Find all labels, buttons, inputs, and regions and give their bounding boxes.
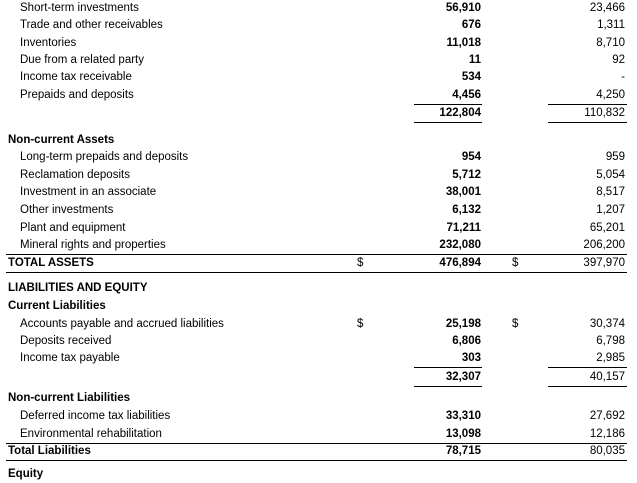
current-year-amount: 11 — [468, 54, 481, 66]
underline — [414, 367, 482, 368]
line-item-label: Due from a related party — [20, 54, 145, 66]
prior-year-amount: 27,692 — [589, 410, 625, 422]
line-item-label: Plant and equipment — [20, 222, 126, 234]
current-year-amount: 6,806 — [452, 335, 481, 347]
line-item-label: Income tax receivable — [20, 71, 132, 83]
underline — [6, 443, 627, 444]
underline — [548, 122, 627, 123]
section-heading: Non-current Assets — [8, 134, 115, 146]
line-item-label: Deposits received — [20, 335, 112, 347]
prior-year-amount: 92 — [612, 54, 625, 66]
current-year-amount: 32,307 — [445, 371, 481, 383]
prior-year-amount: 23,466 — [589, 2, 625, 14]
prior-year-amount: 30,374 — [589, 318, 625, 330]
currency-sign: $ — [357, 257, 364, 269]
current-year-amount: 954 — [461, 151, 481, 163]
underline — [414, 122, 482, 123]
prior-year-amount: 110,832 — [584, 107, 625, 119]
section-heading: Current Liabilities — [8, 300, 106, 312]
prior-year-amount: 1,311 — [597, 19, 625, 31]
line-item-label: Deferred income tax liabilities — [20, 410, 171, 422]
current-year-amount: 33,310 — [445, 410, 481, 422]
line-item-label: Income tax payable — [20, 352, 120, 364]
prior-year-amount: 397,970 — [583, 257, 625, 269]
line-item-label: Environmental rehabilitation — [20, 428, 162, 440]
section-heading: LIABILITIES AND EQUITY — [8, 282, 148, 294]
currency-sign: $ — [512, 257, 519, 269]
prior-year-amount: 80,035 — [589, 445, 625, 457]
prior-year-amount: 2,985 — [596, 352, 625, 364]
currency-sign: $ — [357, 318, 364, 330]
prior-year-amount: 206,200 — [583, 239, 625, 251]
line-item-label: Short-term investments — [20, 2, 139, 14]
line-item-label: Trade and other receivables — [20, 19, 163, 31]
current-year-amount: 4,456 — [452, 89, 481, 101]
line-item-label: Long-term prepaids and deposits — [20, 151, 189, 163]
underline — [6, 460, 627, 461]
current-year-amount: 56,910 — [445, 2, 481, 14]
current-year-amount: 38,001 — [445, 186, 481, 198]
current-year-amount: 25,198 — [445, 318, 481, 330]
line-item-label: Mineral rights and properties — [20, 239, 166, 251]
current-year-amount: 676 — [461, 19, 481, 31]
current-year-amount: 303 — [461, 352, 481, 364]
section-heading: Non-current Liabilities — [8, 392, 131, 404]
prior-year-amount: 8,517 — [596, 186, 625, 198]
prior-year-amount: 65,201 — [589, 222, 625, 234]
current-year-amount: 534 — [461, 71, 481, 83]
line-item-label: Inventories — [20, 37, 77, 49]
line-item-label: Investment in an associate — [20, 186, 157, 198]
section-heading: Equity — [8, 468, 44, 480]
prior-year-amount: - — [621, 71, 625, 83]
current-year-amount: 232,080 — [439, 239, 481, 251]
current-year-amount: 6,132 — [452, 204, 481, 216]
prior-year-amount: 959 — [605, 151, 625, 163]
currency-sign: $ — [512, 318, 519, 330]
current-year-amount: 476,894 — [439, 257, 481, 269]
current-year-amount: 122,804 — [439, 107, 481, 119]
current-year-amount: 13,098 — [445, 428, 481, 440]
total-label: Total Liabilities — [8, 445, 91, 457]
current-year-amount: 11,018 — [446, 37, 481, 49]
prior-year-amount: 1,207 — [596, 204, 625, 216]
prior-year-amount: 4,250 — [596, 89, 625, 101]
line-item-label: Other investments — [20, 204, 114, 216]
prior-year-amount: 40,157 — [589, 371, 625, 383]
current-year-amount: 5,712 — [452, 169, 481, 181]
underline — [414, 104, 482, 105]
underline — [548, 104, 627, 105]
current-year-amount: 71,211 — [446, 222, 481, 234]
line-item-label: Prepaids and deposits — [20, 89, 134, 101]
total-label: TOTAL ASSETS — [8, 257, 94, 269]
line-item-label: Accounts payable and accrued liabilities — [20, 318, 224, 330]
underline — [6, 254, 627, 255]
underline — [6, 272, 627, 273]
line-item-label: Reclamation deposits — [20, 169, 130, 181]
underline — [548, 367, 627, 368]
underline — [414, 386, 482, 387]
underline — [548, 386, 627, 387]
prior-year-amount: 5,054 — [596, 169, 625, 181]
prior-year-amount: 6,798 — [596, 335, 625, 347]
prior-year-amount: 8,710 — [596, 37, 625, 49]
current-year-amount: 78,715 — [445, 445, 481, 457]
prior-year-amount: 12,186 — [589, 428, 625, 440]
